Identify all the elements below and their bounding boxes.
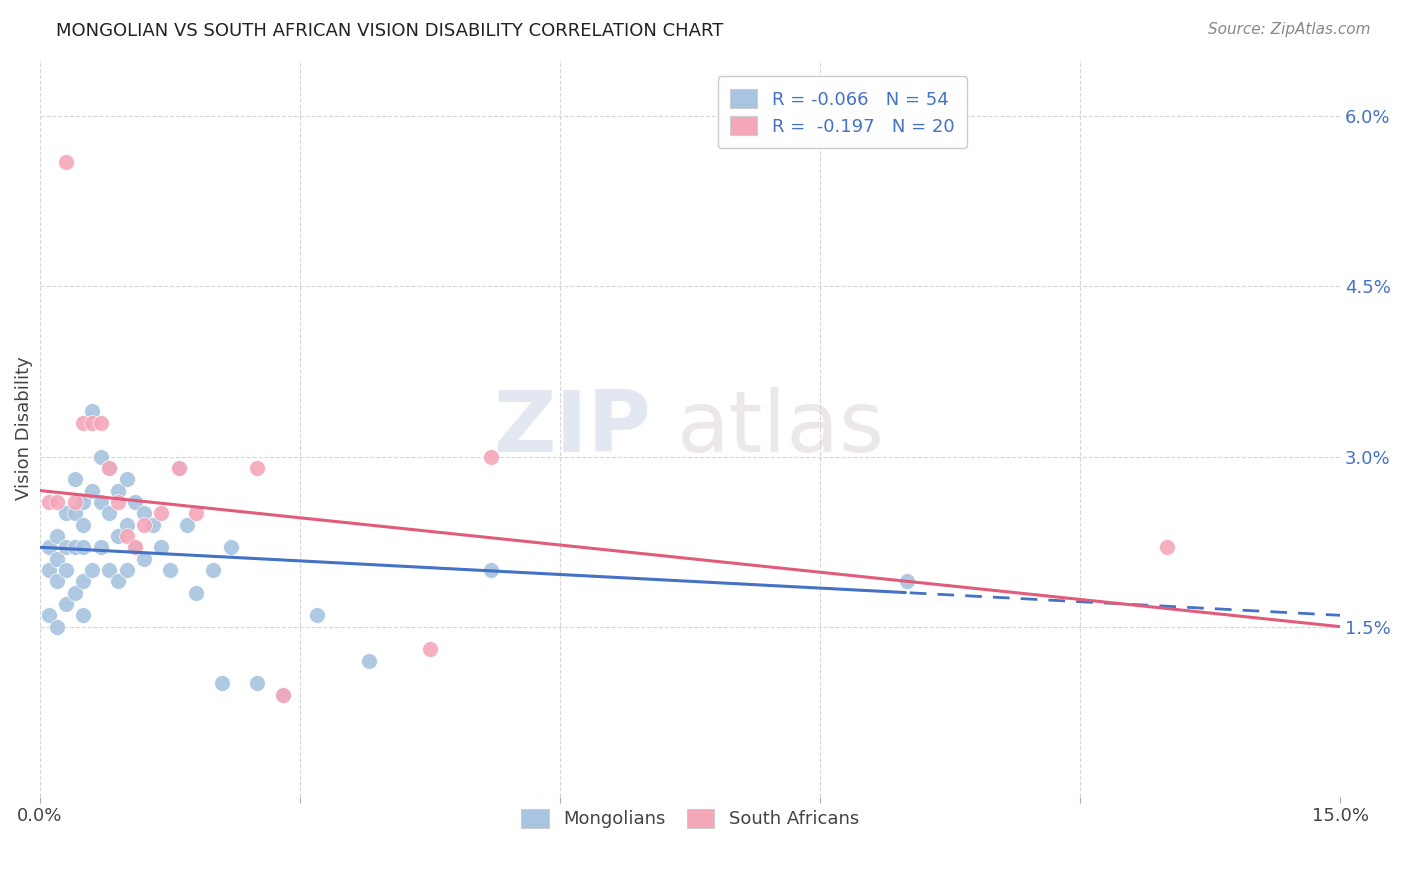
Point: [107, 574, 129, 589]
Point: [98, 461, 121, 475]
Point: [115, 563, 138, 577]
Point: [107, 529, 129, 543]
Point: [55, 506, 77, 520]
Point: [98, 461, 121, 475]
Point: [72, 517, 94, 532]
Point: [1156, 541, 1178, 555]
Point: [419, 642, 441, 657]
Point: [271, 688, 294, 702]
Point: [80, 563, 103, 577]
Point: [479, 563, 502, 577]
Point: [80, 404, 103, 418]
Point: [159, 563, 181, 577]
Point: [55, 597, 77, 611]
Point: [46, 529, 69, 543]
Point: [307, 608, 329, 623]
Point: [90, 450, 112, 464]
Point: [896, 574, 918, 589]
Text: ZIP: ZIP: [494, 387, 651, 470]
Point: [124, 541, 146, 555]
Point: [46, 551, 69, 566]
Point: [46, 620, 69, 634]
Point: [150, 541, 173, 555]
Point: [72, 541, 94, 555]
Point: [46, 495, 69, 509]
Point: [55, 154, 77, 169]
Point: [132, 551, 155, 566]
Point: [38, 541, 60, 555]
Point: [107, 495, 129, 509]
Point: [219, 541, 242, 555]
Point: [98, 506, 121, 520]
Point: [72, 608, 94, 623]
Point: [55, 541, 77, 555]
Point: [107, 483, 129, 498]
Point: [46, 574, 69, 589]
Point: [55, 563, 77, 577]
Point: [98, 563, 121, 577]
Point: [72, 416, 94, 430]
Point: [479, 450, 502, 464]
Point: [211, 676, 233, 690]
Point: [90, 495, 112, 509]
Point: [63, 495, 86, 509]
Point: [63, 506, 86, 520]
Point: [115, 529, 138, 543]
Point: [115, 472, 138, 486]
Point: [38, 563, 60, 577]
Point: [176, 517, 198, 532]
Point: [142, 517, 165, 532]
Point: [72, 495, 94, 509]
Point: [184, 506, 207, 520]
Point: [80, 483, 103, 498]
Point: [80, 416, 103, 430]
Point: [90, 541, 112, 555]
Point: [132, 506, 155, 520]
Text: Source: ZipAtlas.com: Source: ZipAtlas.com: [1208, 22, 1371, 37]
Text: MONGOLIAN VS SOUTH AFRICAN VISION DISABILITY CORRELATION CHART: MONGOLIAN VS SOUTH AFRICAN VISION DISABI…: [56, 22, 724, 40]
Point: [124, 495, 146, 509]
Point: [115, 517, 138, 532]
Point: [132, 517, 155, 532]
Point: [167, 461, 190, 475]
Legend: Mongolians, South Africans: Mongolians, South Africans: [515, 801, 866, 836]
Y-axis label: Vision Disability: Vision Disability: [15, 356, 32, 500]
Point: [150, 506, 173, 520]
Point: [124, 541, 146, 555]
Point: [38, 495, 60, 509]
Point: [359, 654, 381, 668]
Point: [246, 461, 269, 475]
Point: [167, 461, 190, 475]
Point: [63, 585, 86, 599]
Point: [72, 574, 94, 589]
Point: [271, 688, 294, 702]
Point: [246, 676, 269, 690]
Point: [38, 608, 60, 623]
Point: [184, 585, 207, 599]
Point: [63, 541, 86, 555]
Point: [202, 563, 225, 577]
Point: [63, 472, 86, 486]
Text: atlas: atlas: [678, 387, 886, 470]
Point: [90, 416, 112, 430]
